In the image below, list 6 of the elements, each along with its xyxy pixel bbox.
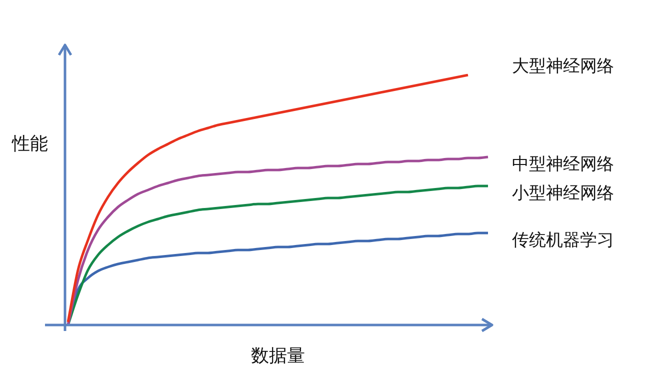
x-axis-title: 数据量 [251, 346, 305, 367]
series-label: 小型神经网络 [512, 183, 614, 204]
text: 大型神经网络 [512, 56, 614, 76]
y-axis-title: 性能 [11, 134, 48, 155]
series-label: 中型神经网络 [512, 154, 614, 174]
series-label: 传统机器学习 [512, 230, 614, 250]
